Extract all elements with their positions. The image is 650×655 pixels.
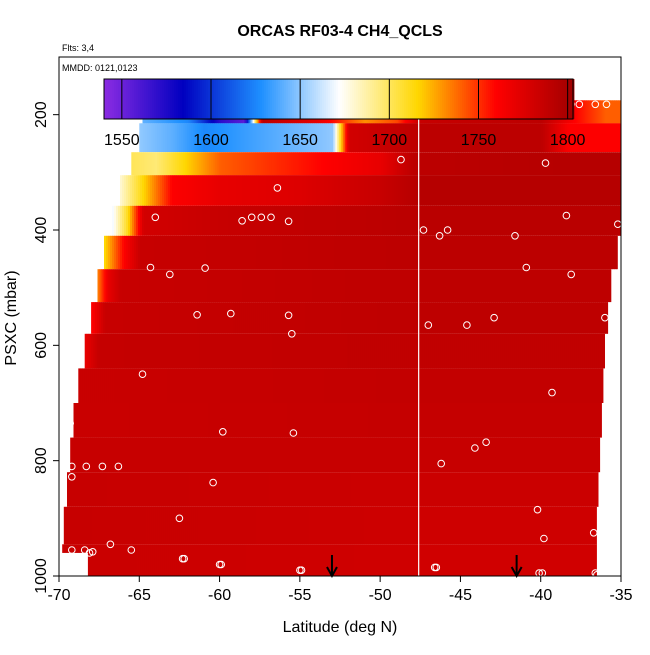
x-tick-label: -60	[208, 587, 231, 604]
x-tick-label: -55	[288, 587, 311, 604]
x-tick-label: -35	[609, 587, 632, 604]
colorbar-tick-label: 1550	[104, 132, 140, 149]
y-tick-label: 1000	[33, 558, 50, 594]
x-tick-label: -50	[369, 587, 392, 604]
data-point	[67, 420, 74, 427]
colorbar-tick-label: 1700	[372, 132, 408, 149]
heatmap-layer	[59, 100, 621, 576]
colorbar-tick-label: 1650	[282, 132, 318, 149]
date-label: MMDD: 0121,0123	[62, 63, 138, 73]
x-tick-label: -40	[529, 587, 552, 604]
heatmap-cell	[616, 236, 618, 269]
heatmap-cell	[596, 507, 597, 545]
heatmap-cell	[610, 269, 612, 302]
heatmap-cell	[597, 472, 599, 507]
x-tick-label: -45	[449, 587, 472, 604]
heatmap-cell	[603, 334, 605, 369]
chart-title: ORCAS RF03-4 CH4_QCLS	[237, 23, 443, 40]
flights-label: Flts: 3,4	[62, 43, 94, 53]
colorbar-tick-label: 1750	[461, 132, 497, 149]
y-tick-label: 600	[33, 332, 50, 359]
y-tick-label: 400	[33, 217, 50, 244]
y-axis-label: PSXC (mbar)	[3, 270, 20, 365]
colorbar-tick-label: 1800	[550, 132, 586, 149]
x-tick-label: -70	[47, 587, 70, 604]
x-axis-label: Latitude (deg N)	[283, 619, 398, 636]
blank-patch	[59, 553, 88, 576]
heatmap-cell	[600, 403, 602, 438]
colorbar-tick-label: 1600	[193, 132, 229, 149]
y-tick-label: 200	[33, 101, 50, 128]
x-tick-label: -65	[128, 587, 151, 604]
y-tick-label: 800	[33, 447, 50, 474]
heatmap-cell	[598, 438, 600, 473]
heatmap-cell	[602, 368, 603, 403]
